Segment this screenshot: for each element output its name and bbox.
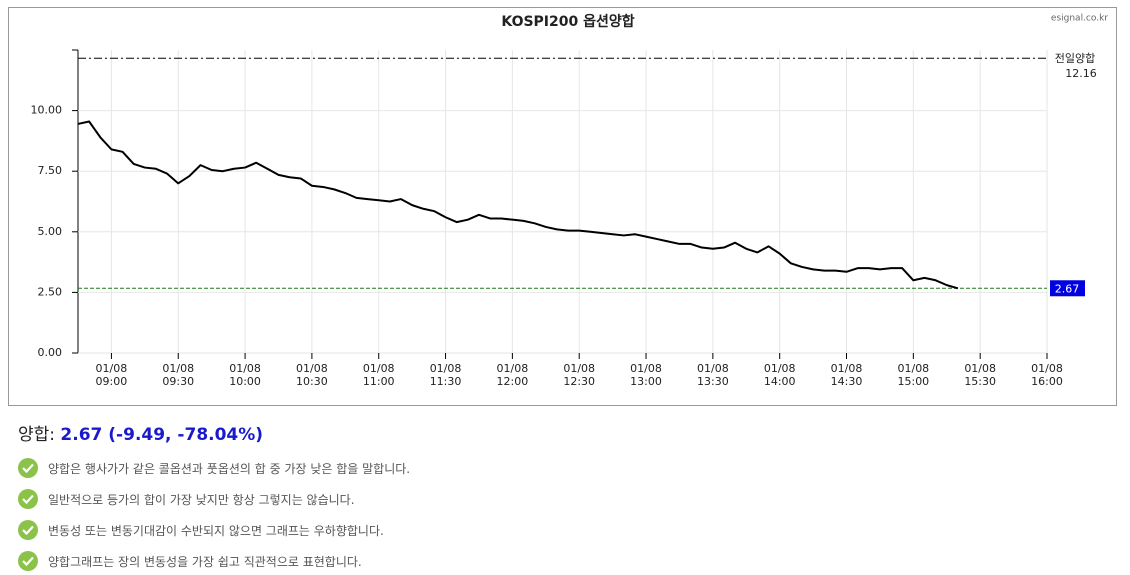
x-tick-label: 01/08 15:30	[964, 362, 997, 388]
note: 변동성 또는 변동기대감이 수반되지 않으면 그래프는 우하향합니다.	[18, 519, 384, 541]
note-text: 양합은 행사가가 같은 콜옵션과 풋옵션의 합 중 가장 낮은 합을 말합니다.	[48, 461, 411, 476]
chart: KOSPI200 옵션양합 esignal.co.kr 0.00 2.50 5.00…	[8, 7, 1117, 406]
x-tick-label: 01/08 13:00	[630, 362, 662, 388]
y-tick-label: 10.00	[31, 104, 63, 117]
last-value: 2.67	[1055, 282, 1080, 295]
prev-value: 12.16	[1065, 67, 1097, 80]
note-text: 일반적으로 등가의 합이 가장 낮지만 항상 그렇지는 않습니다.	[48, 492, 355, 507]
x-tick-label: 01/08 09:30	[162, 362, 195, 388]
x-tick-label: 01/08 10:00	[229, 362, 261, 388]
x-tick-label: 01/08 14:30	[830, 362, 863, 388]
note: 양합은 행사가가 같은 콜옵션과 풋옵션의 합 중 가장 낮은 합을 말합니다.	[18, 457, 410, 479]
line	[77, 120, 959, 290]
y-tick-label: 0.00	[38, 346, 63, 359]
x-tick-label: 01/08 12:00	[496, 362, 529, 388]
note: 양합그래프는 장의 변동성을 가장 쉽고 직관적으로 표현합니다.	[18, 550, 362, 572]
x-tick-label: 01/08 09:00	[95, 362, 128, 388]
summary-value: 2.67 (-9.49, -78.04%)	[60, 425, 264, 445]
summary-label: 양합:	[18, 425, 56, 445]
check-icon	[18, 551, 38, 571]
check-icon	[18, 489, 38, 509]
note: 일반적으로 등가의 합이 가장 낮지만 항상 그렇지는 않습니다.	[18, 488, 355, 510]
x-tick-label: 01/08 10:30	[296, 362, 328, 388]
x-tick-label: 01/08 15:00	[897, 362, 930, 388]
y-tick-label: 5.00	[38, 225, 63, 238]
x-tick-label: 01/08 13:30	[697, 362, 729, 388]
source: esignal.co.kr	[1051, 14, 1108, 24]
prev-label: 전일양합	[1055, 51, 1095, 65]
x-tick-label: 01/08 12:30	[563, 362, 596, 388]
x-tick-label: 01/08 14:00	[763, 362, 796, 388]
check-icon	[18, 520, 38, 540]
summary: 양합: 2.67 (-9.49, -78.04%)	[18, 420, 263, 445]
last-badge	[1050, 280, 1085, 297]
note-text: 양합그래프는 장의 변동성을 가장 쉽고 직관적으로 표현합니다.	[48, 554, 362, 569]
chart-frame	[8, 7, 1117, 406]
note-text: 변동성 또는 변동기대감이 수반되지 않으면 그래프는 우하향합니다.	[48, 523, 384, 538]
x-tick-label: 01/08 16:00	[1031, 362, 1063, 388]
y-tick-label: 2.50	[38, 285, 63, 298]
x-tick-label: 01/08 11:30	[429, 362, 462, 388]
y-tick-label: 7.50	[38, 164, 63, 177]
chart-title: KOSPI200 옵션양합	[501, 13, 634, 30]
x-tick-label: 01/08 11:00	[362, 362, 395, 388]
check-icon	[18, 458, 38, 478]
